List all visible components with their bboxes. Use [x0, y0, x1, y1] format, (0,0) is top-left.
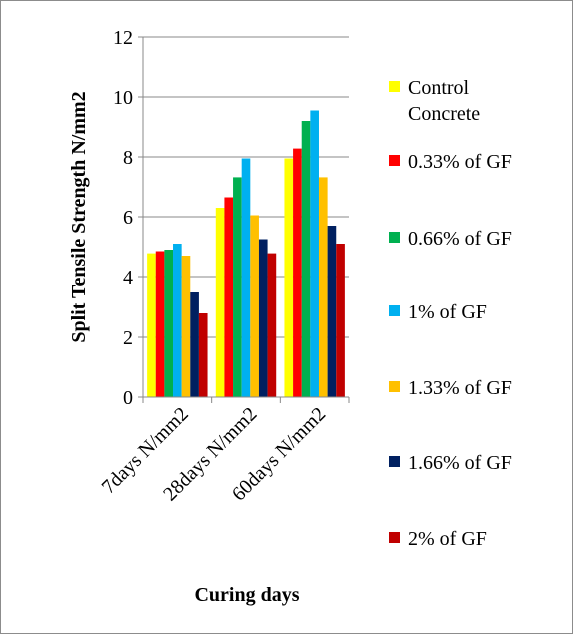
- bar: [267, 253, 277, 397]
- bar: [293, 148, 302, 397]
- y-tick-label: 12: [113, 27, 133, 49]
- legend-label: 2% of GF: [408, 528, 487, 550]
- legend-label: 0.66% of GF: [408, 228, 512, 250]
- y-axis-title: Split Tensile Strength N/mm2: [68, 91, 90, 342]
- bar: [181, 256, 191, 397]
- bar: [155, 251, 165, 397]
- bar: [198, 313, 208, 397]
- bar: [233, 177, 242, 397]
- legend-swatch: [389, 456, 400, 467]
- bar: [318, 177, 328, 397]
- legend-swatch: [389, 532, 400, 543]
- bar: [190, 292, 199, 397]
- legend-label: 1.33% of GF: [408, 377, 512, 399]
- legend-swatch: [389, 155, 400, 166]
- legend: Control Concrete 0.33% of GF 0.66% of GF 1% …: [389, 77, 512, 550]
- bar: [173, 244, 182, 397]
- bar: [164, 250, 174, 397]
- bar: [215, 208, 225, 397]
- bars: [147, 110, 345, 397]
- bar: [258, 239, 268, 397]
- bar: [224, 197, 234, 397]
- x-axis-title: Curing days: [194, 584, 299, 606]
- bar: [310, 110, 319, 397]
- legend-label: 1.66% of GF: [408, 452, 512, 474]
- legend-swatch: [389, 305, 400, 316]
- bar: [301, 121, 311, 397]
- bar: [147, 253, 156, 397]
- y-tick-labels: 0 2 4 6 8 10 12: [113, 27, 143, 409]
- y-tick-label: 2: [123, 327, 133, 349]
- bar: [327, 226, 337, 397]
- legend-swatch: [389, 381, 400, 392]
- y-tick-label: 8: [123, 147, 133, 169]
- y-tick-label: 6: [123, 207, 133, 229]
- bar: [336, 244, 345, 397]
- bar: [284, 158, 294, 397]
- legend-swatch: [389, 81, 400, 92]
- legend-swatch: [389, 232, 400, 243]
- bar: [250, 215, 259, 397]
- bar: [241, 158, 251, 397]
- y-tick-label: 0: [123, 387, 133, 409]
- y-tick-label: 10: [113, 87, 133, 109]
- legend-label: 1% of GF: [408, 301, 487, 323]
- y-tick-label: 4: [123, 267, 133, 289]
- legend-label: Control Concrete: [408, 77, 480, 125]
- legend-label: 0.33% of GF: [408, 151, 512, 173]
